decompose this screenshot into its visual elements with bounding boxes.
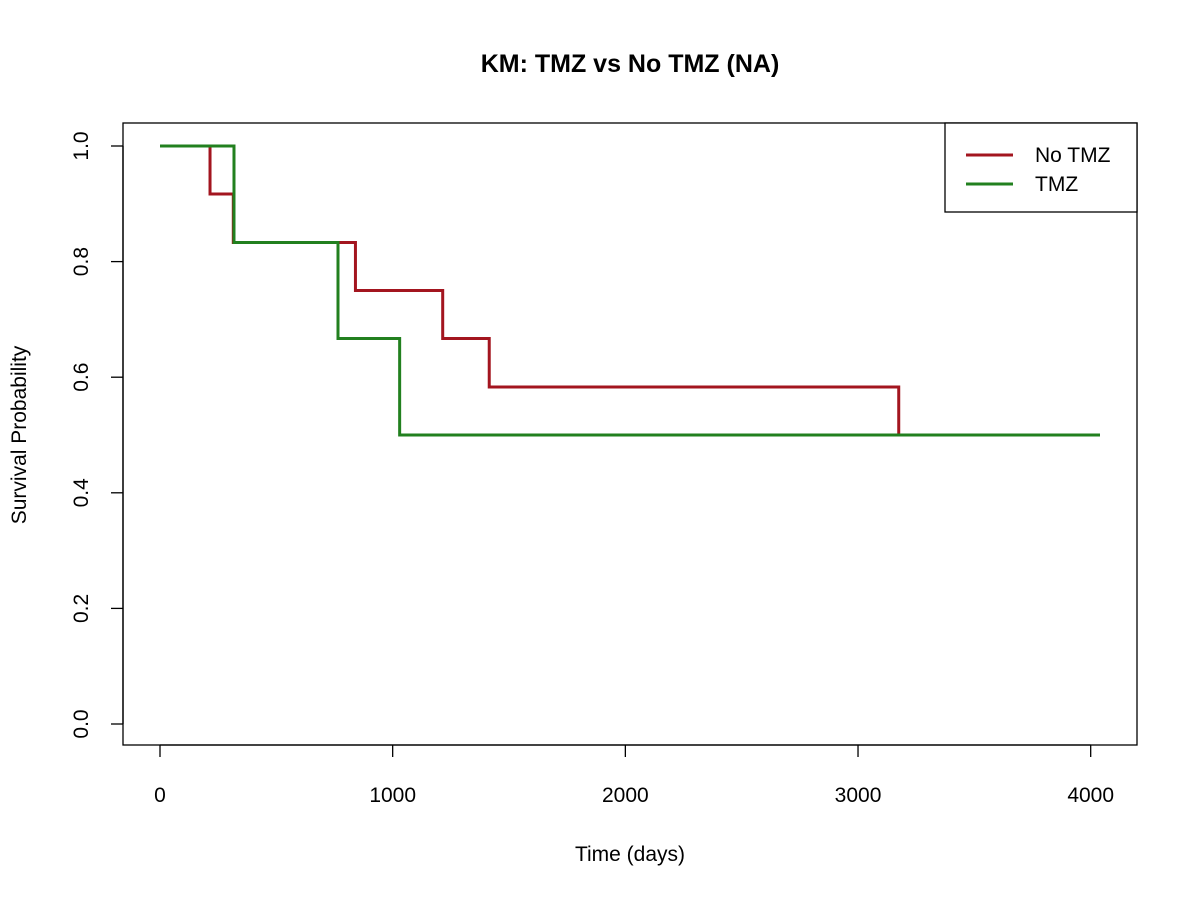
series-layer xyxy=(160,144,1100,437)
y-tick-label: 0.4 xyxy=(70,478,93,508)
series-line-no-tmz xyxy=(160,144,1100,437)
chart-title: KM: TMZ vs No TMZ (NA) xyxy=(481,50,780,78)
x-tick-label: 4000 xyxy=(1067,784,1114,807)
y-axis: 0.0 0.2 0.4 0.6 0.8 1.0 xyxy=(70,131,124,739)
y-tick-label: 1.0 xyxy=(70,131,93,160)
x-axis: 0 1000 2000 3000 4000 xyxy=(154,744,1114,807)
y-tick-label: 0.0 xyxy=(70,709,93,738)
legend: No TMZ TMZ xyxy=(944,122,1138,213)
x-tick-label: 0 xyxy=(154,784,166,807)
legend-box xyxy=(944,122,1138,213)
x-tick-label: 1000 xyxy=(369,784,416,807)
y-tick-label: 0.2 xyxy=(70,594,93,623)
y-tick-label: 0.8 xyxy=(70,247,93,276)
legend-label: TMZ xyxy=(1035,173,1078,196)
y-axis-label: Survival Probability xyxy=(8,345,31,524)
x-tick-label: 3000 xyxy=(835,784,882,807)
legend-label: No TMZ xyxy=(1035,144,1111,167)
series-line-tmz xyxy=(160,144,1100,437)
y-tick-label: 0.6 xyxy=(70,363,93,392)
x-tick-label: 2000 xyxy=(602,784,649,807)
x-axis-label: Time (days) xyxy=(575,843,685,866)
